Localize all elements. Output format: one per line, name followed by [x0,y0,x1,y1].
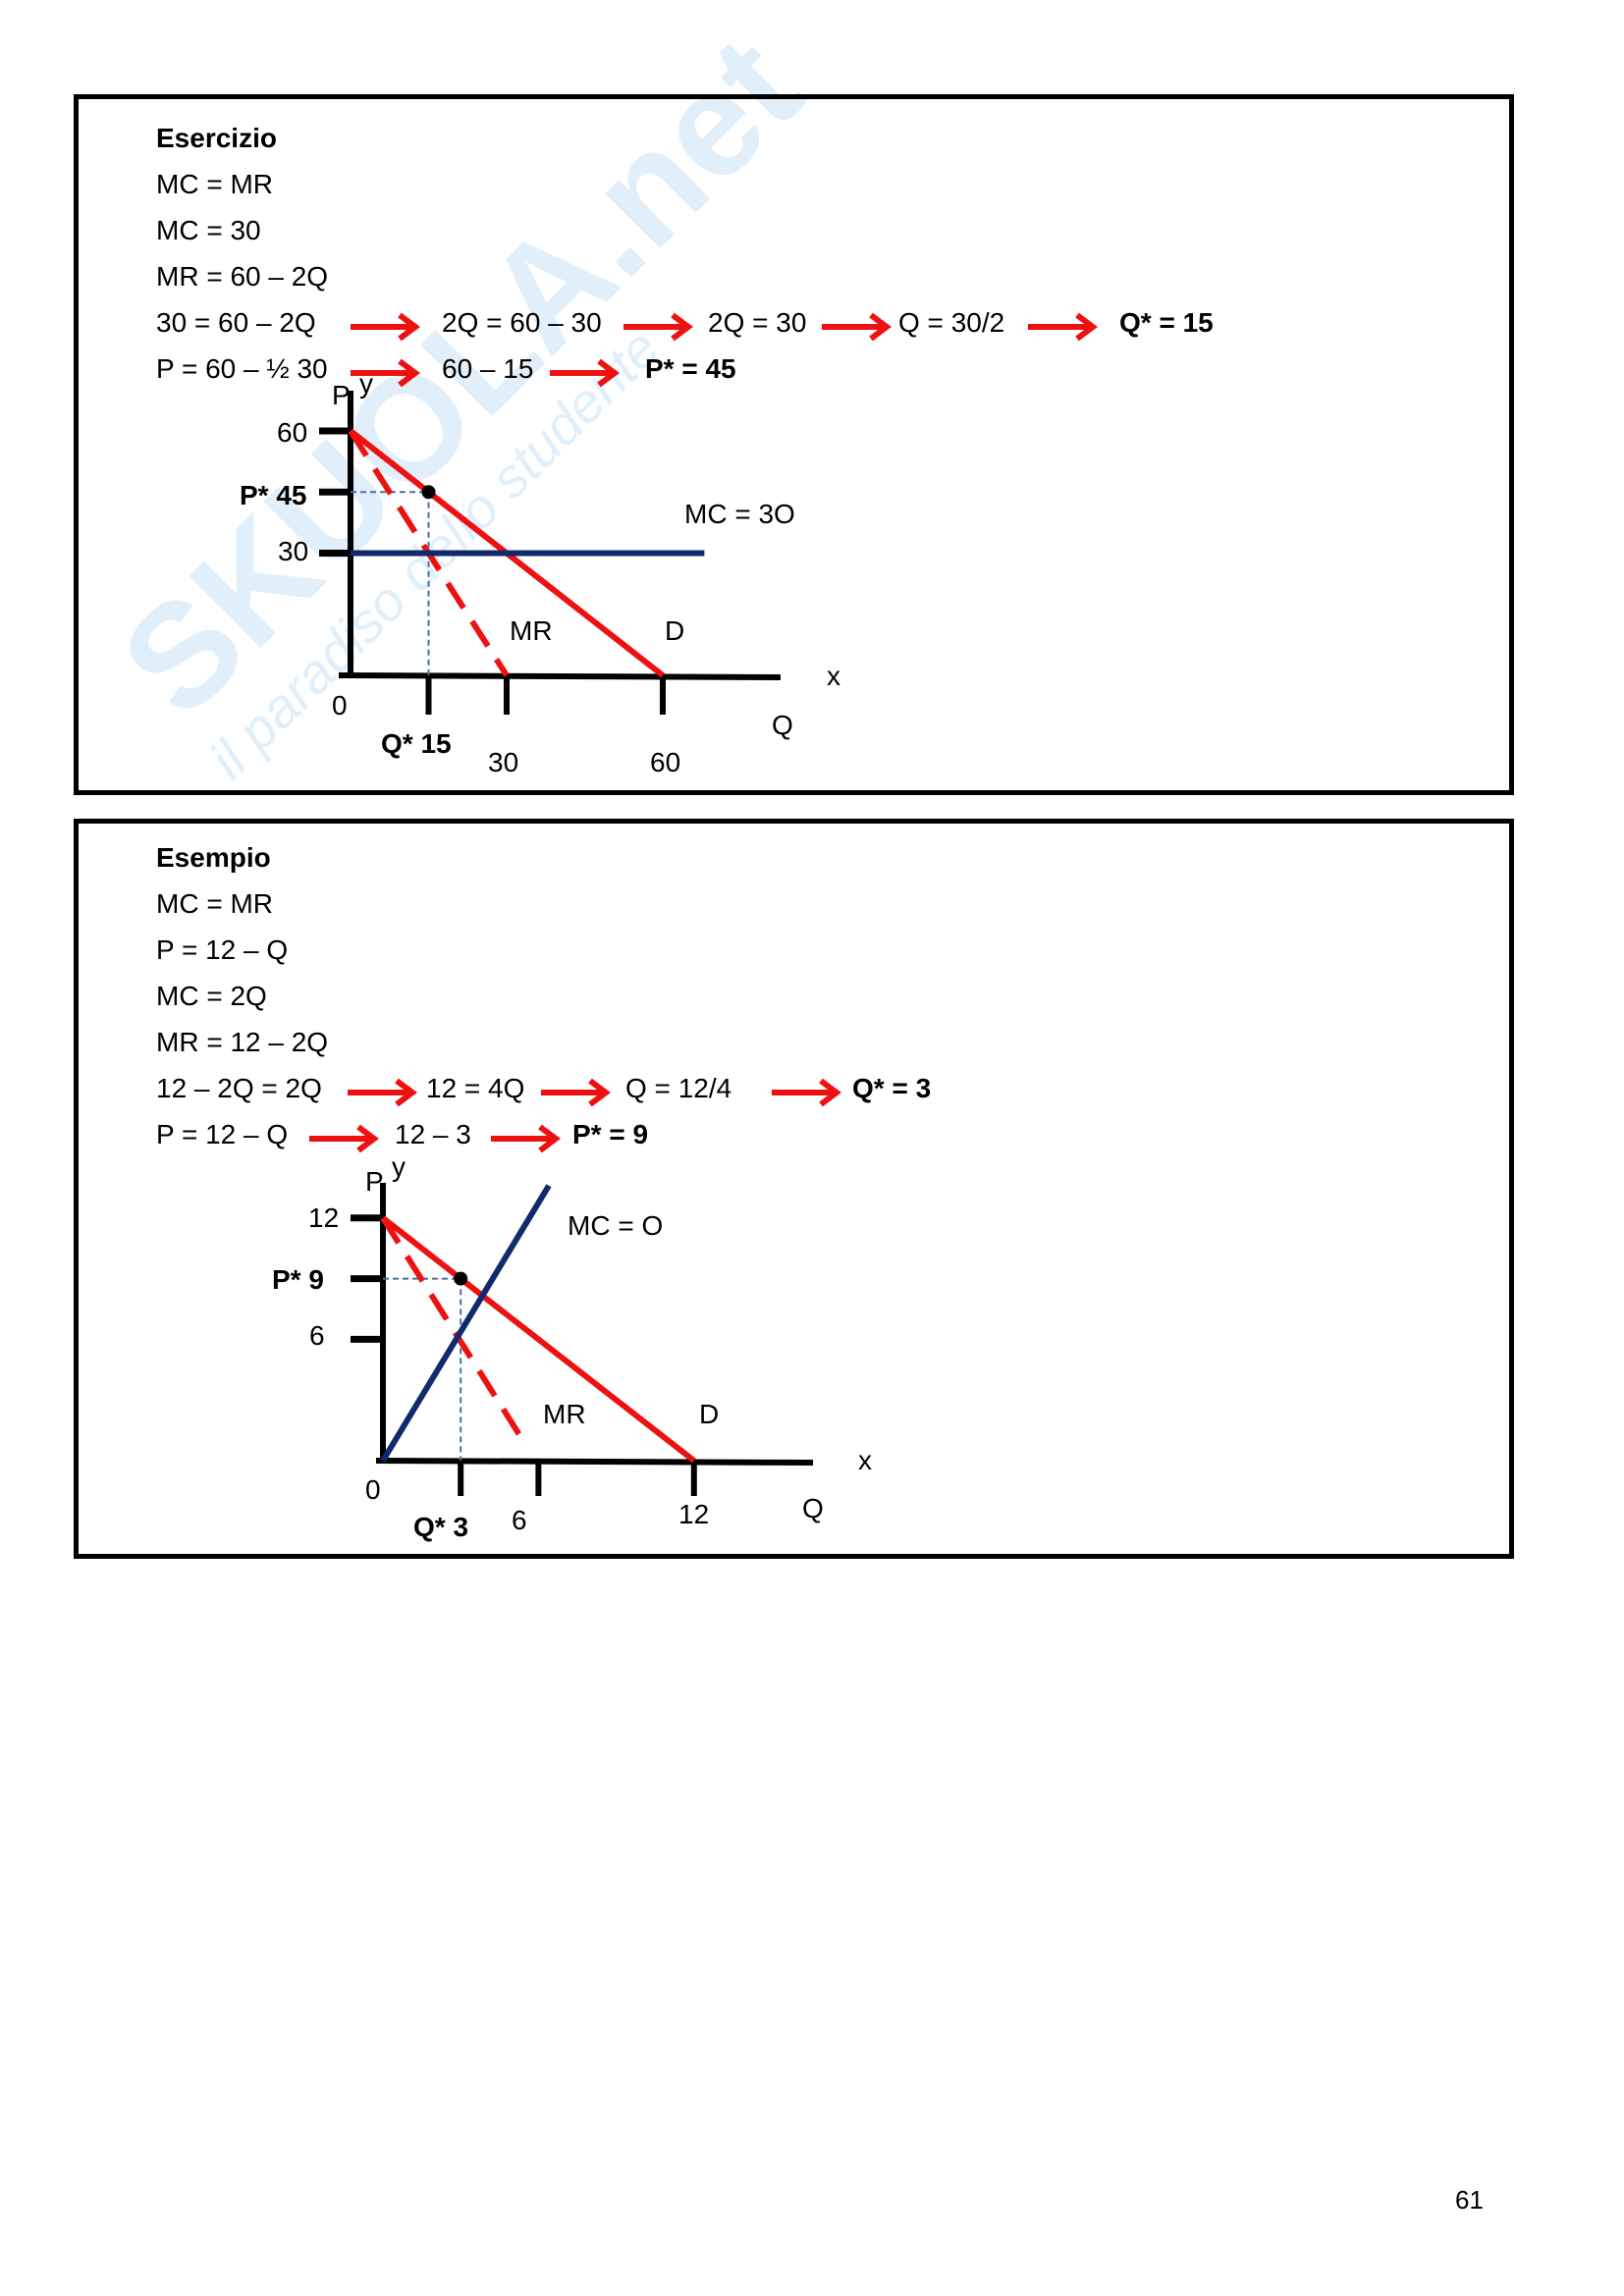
example-step: 12 = 4Q [426,1073,525,1103]
right-arrow-icon [346,1078,418,1107]
exercise-step: Q = 30/2 [898,307,1005,338]
right-arrow-icon [770,1078,842,1107]
exercise-line: MC = MR [156,169,273,199]
right-arrow-icon [820,312,893,342]
exercise-step: 30 = 60 – 2Q [156,307,316,338]
example-line: MR = 12 – 2Q [156,1027,329,1057]
example-step: 12 – 2Q = 2Q [156,1073,322,1103]
exercise-result-p: P* = 45 [645,353,736,384]
example-line: MC = MR [156,888,273,919]
right-arrow-icon [349,312,421,342]
exercise-step: P = 60 – ½ 30 [156,353,328,384]
example-result-q: Q* = 3 [852,1073,932,1103]
right-arrow-icon [622,312,694,342]
exercise-line: MC = 30 [156,215,261,245]
example-title: Esempio [156,842,271,873]
right-arrow-icon [1026,312,1099,342]
example-line: P = 12 – Q [156,934,289,965]
right-arrow-icon [307,1124,380,1153]
exercise-result-q: Q* = 15 [1119,307,1214,338]
exercise-title: Esercizio [156,123,277,153]
example-box [74,819,1514,1559]
right-arrow-icon [548,358,621,388]
example-result-p: P* = 9 [572,1119,649,1149]
right-arrow-icon [489,1124,562,1153]
right-arrow-icon [349,358,421,388]
exercise-step: 2Q = 60 – 30 [442,307,602,338]
exercise-box [74,94,1514,795]
exercise-step: 60 – 15 [442,353,534,384]
example-line: MC = 2Q [156,981,267,1011]
example-step: Q = 12/4 [625,1073,732,1103]
page-number: 61 [1455,2185,1484,2215]
example-step: 12 – 3 [395,1119,471,1149]
right-arrow-icon [539,1078,612,1107]
exercise-line: MR = 60 – 2Q [156,261,329,292]
exercise-step: 2Q = 30 [708,307,807,338]
example-step: P = 12 – Q [156,1119,289,1149]
